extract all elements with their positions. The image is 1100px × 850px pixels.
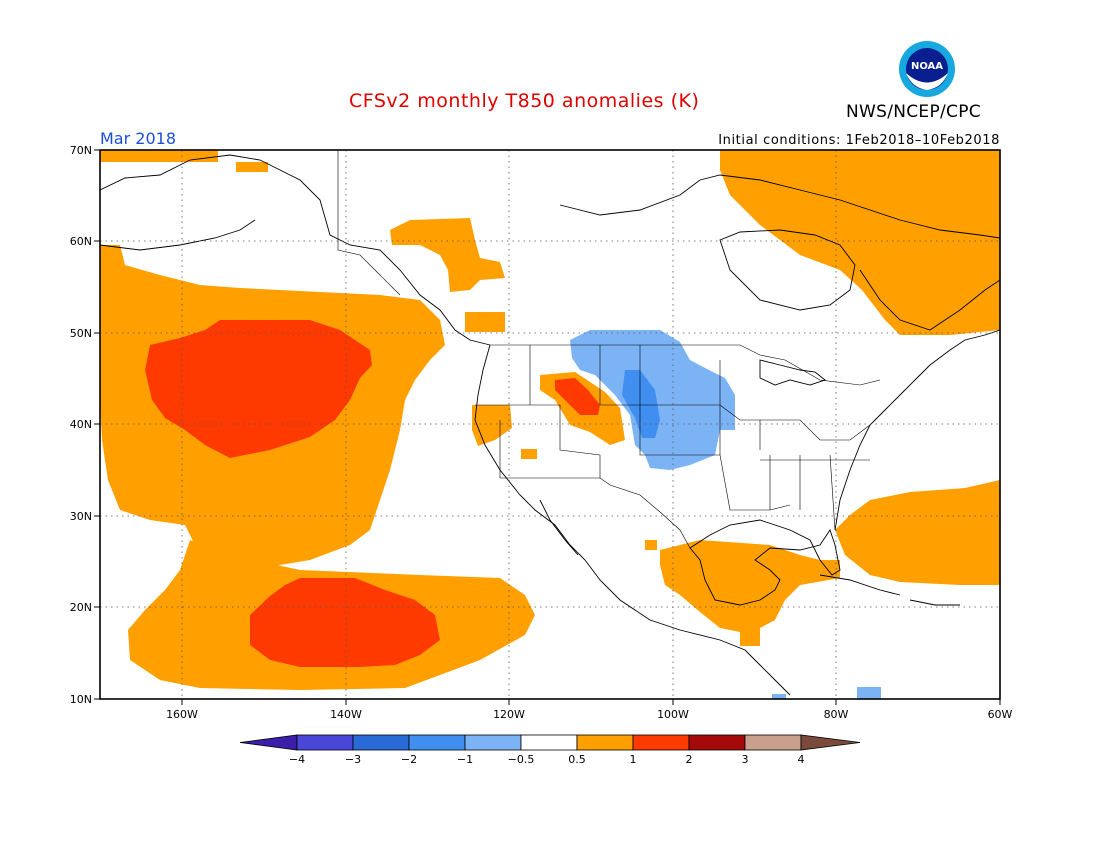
state-lines-f: [760, 454, 870, 531]
anomaly-high-subtropical-pacific: [250, 578, 440, 667]
west-coast: [474, 344, 791, 696]
lon-label-100w: 100W: [657, 708, 689, 721]
alaska-border: [337, 150, 401, 296]
anomaly-high-rockies: [555, 378, 600, 415]
great-lakes: [759, 359, 826, 386]
coastlines: [100, 154, 1000, 696]
colorbar-label: −4: [289, 753, 305, 766]
us-canada-border: [490, 344, 881, 386]
colorbar-label: 2: [686, 753, 693, 766]
anomaly-positive-gulf-mexico: [660, 540, 840, 632]
anomaly-negative-plains-core: [622, 370, 660, 438]
state-lines-b: [599, 345, 720, 456]
alaska-coast: [100, 154, 491, 346]
lat-label-70n: 70N: [70, 144, 92, 157]
political-borders: [337, 150, 881, 549]
hispaniola: [909, 599, 960, 606]
colorbar-label: 3: [742, 753, 749, 766]
lon-label-80w: 80W: [824, 708, 849, 721]
colorbar-label: −0.5: [508, 753, 535, 766]
colorbar-swatch: [296, 734, 354, 751]
labrador: [859, 269, 1000, 331]
baja: [539, 499, 579, 556]
lat-label-10n: 10N: [70, 693, 92, 706]
anomaly-negative-caribbean-b: [772, 694, 786, 699]
anomaly-positive-top-a: [100, 150, 218, 162]
initial-conditions: Initial conditions: 1Feb2018–10Feb2018: [718, 133, 1000, 148]
us-mexico-border: [555, 477, 691, 549]
lon-label-160w: 160W: [166, 708, 198, 721]
east-coast: [834, 329, 1000, 531]
state-lines-g: [475, 404, 555, 479]
colorbar-swatch: [744, 734, 802, 751]
cuba: [819, 574, 901, 596]
lat-label-50n: 50N: [70, 327, 92, 340]
colorbar-label: 4: [798, 753, 805, 766]
anomaly-positive-central-america: [740, 628, 760, 646]
tick-marks: [94, 149, 1001, 705]
aleutians: [100, 219, 256, 251]
colorbar-label: 0.5: [568, 753, 586, 766]
anomaly-positive-west: [472, 405, 512, 446]
state-lines-e: [760, 419, 871, 441]
colorbar-swatch: [688, 734, 746, 751]
lon-label-140w: 140W: [330, 708, 362, 721]
colorbar-swatch: [520, 734, 578, 751]
colorbar-label: −1: [457, 753, 473, 766]
colorbar: −4 −3 −2 −1 −0.5 0.5 1 2 3 4: [239, 734, 861, 766]
state-lines-c: [639, 345, 761, 450]
anomaly-positive-mexico: [645, 540, 657, 550]
lat-label-60n: 60N: [70, 235, 92, 248]
lat-label-40n: 40N: [70, 418, 92, 431]
anomaly-positive-top-b: [236, 162, 268, 172]
colorbar-swatch: [632, 734, 690, 751]
colorbar-arrow-right: [800, 734, 861, 751]
anomaly-shading: [100, 150, 1000, 699]
colorbar-swatch: [464, 734, 522, 751]
anomaly-high-north-pacific: [145, 320, 372, 458]
colorbar-swatch: [352, 734, 410, 751]
anomaly-positive-atlantic: [835, 480, 1000, 585]
anomaly-positive-bc: [465, 312, 505, 332]
arctic-islands: [559, 174, 1000, 239]
colorbar-arrow-left: [239, 734, 298, 751]
graticule: [100, 150, 1000, 699]
valid-month: Mar 2018: [100, 129, 176, 148]
state-lines-a: [529, 345, 601, 478]
colorbar-swatch: [408, 734, 466, 751]
state-lines-d: [719, 360, 791, 511]
anomaly-positive-alaska-patch: [390, 218, 505, 292]
anomaly-negative-caribbean: [857, 687, 881, 699]
anomaly-positive-canada-east: [720, 150, 1000, 335]
lat-label-30n: 30N: [70, 510, 92, 523]
colorbar-label: −3: [345, 753, 361, 766]
hudson-bay: [719, 229, 856, 311]
lon-label-60w: 60W: [988, 708, 1013, 721]
agency-label: NWS/NCEP/CPC: [846, 102, 981, 122]
gulf-coast: [689, 519, 841, 606]
lon-label-120w: 120W: [493, 708, 525, 721]
svg-text:NOAA: NOAA: [911, 61, 943, 72]
anomaly-positive-nevada: [521, 449, 537, 459]
noaa-logo: NOAA: [899, 41, 955, 97]
colorbar-label: 1: [630, 753, 637, 766]
colorbar-label: −2: [401, 753, 417, 766]
lat-label-20n: 20N: [70, 601, 92, 614]
colorbar-swatch: [576, 734, 634, 751]
